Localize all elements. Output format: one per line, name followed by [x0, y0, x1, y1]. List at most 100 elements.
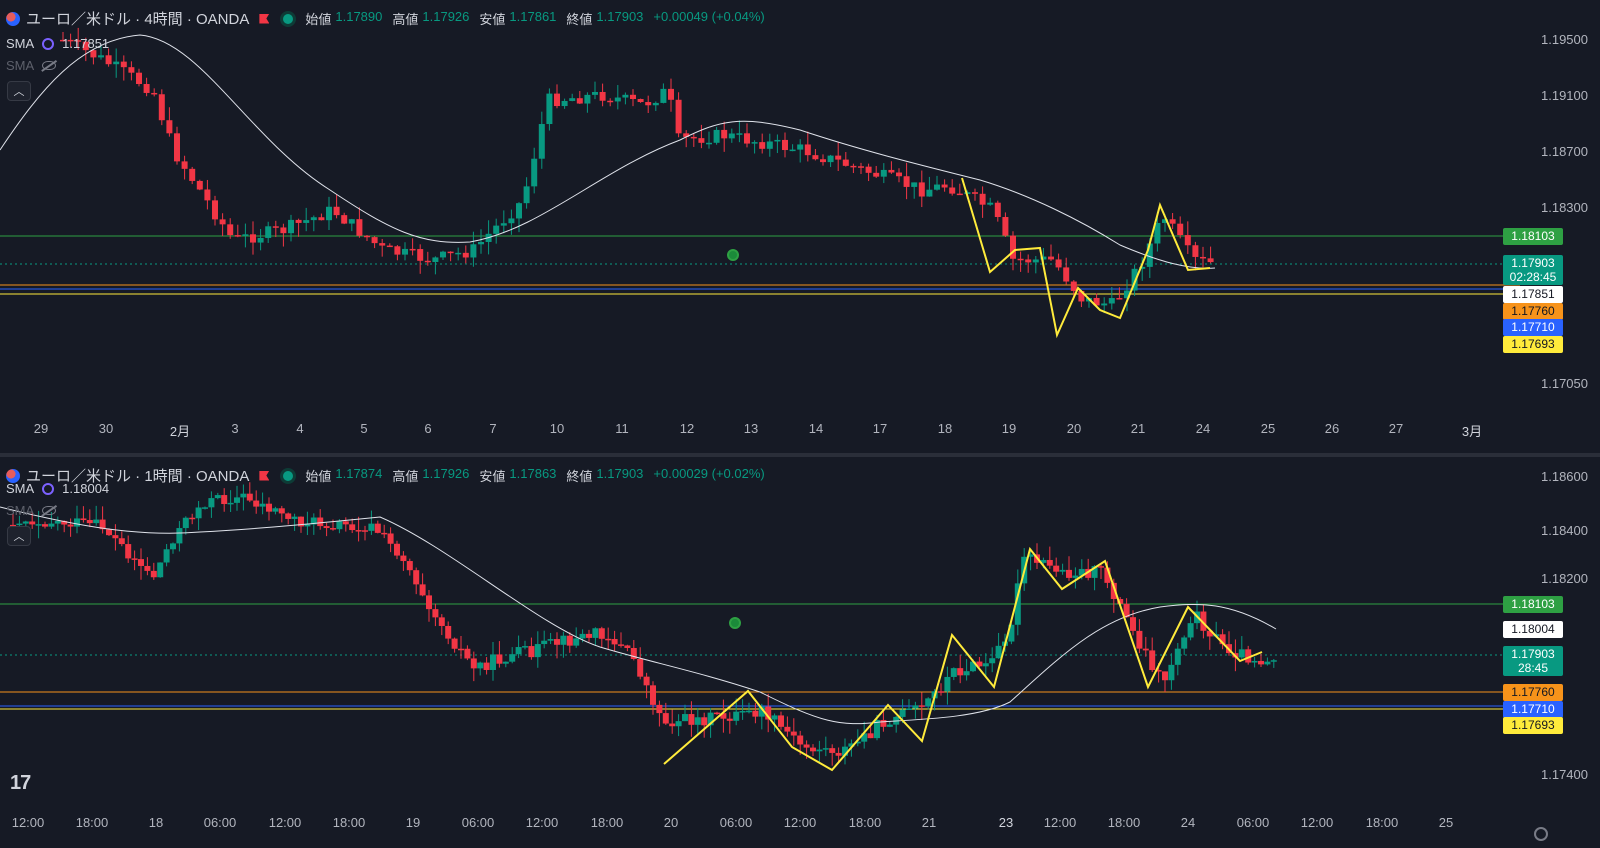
time-tick: 20 [663, 815, 679, 830]
flag-icon[interactable] [259, 470, 270, 481]
chevron-up-icon: ︿ [13, 86, 25, 98]
symbol-legend-4h: ユーロ／米ドル · 4時間 · OANDA 始値 1.17890 高値 1.1792… [6, 8, 771, 29]
green-line-price-label: 1.18103 [1503, 596, 1563, 613]
time-tick: 2月 [169, 424, 191, 439]
price-tick: 1.19500 [1541, 32, 1588, 47]
time-tick: 23 [998, 815, 1014, 830]
flag-icon[interactable] [259, 13, 270, 24]
indicator-sma-1[interactable]: SMA 1.17851 [6, 36, 110, 51]
time-tick: 24 [1195, 421, 1211, 436]
time-tick: 19 [405, 815, 421, 830]
time-tick: 27 [1388, 421, 1404, 436]
price-tick: 1.18600 [1541, 469, 1588, 484]
symbol-title[interactable]: ユーロ／米ドル · 4時間 · OANDA [26, 11, 250, 28]
blue-line-price-label: 1.17710 [1503, 319, 1563, 336]
time-tick: 12:00 [268, 815, 302, 830]
ohlc-values: 始値 1.17874 高値 1.17926 安値 1.17863 終値 1.17903 … [305, 466, 765, 484]
eurusd-flag-icon [6, 11, 20, 26]
price-tick: 1.18700 [1541, 144, 1588, 159]
time-tick: 12:00 [783, 815, 817, 830]
yellow-line-price-label: 1.17693 [1503, 717, 1563, 734]
green-line-price-label: 1.18103 [1503, 228, 1563, 245]
time-tick: 12 [679, 421, 695, 436]
time-tick: 19 [1001, 421, 1017, 436]
indicator-loading-icon [42, 37, 55, 50]
time-axis-1h[interactable]: 12:00 18:00 18 06:00 12:00 18:00 19 06:00 12:00 1… [0, 815, 1520, 837]
time-tick: 06:00 [461, 815, 495, 830]
chevron-up-icon: ︿ [13, 531, 25, 543]
time-tick: 18 [937, 421, 953, 436]
last-price-label: 1.17903 28:45 [1503, 646, 1563, 676]
time-tick: 18:00 [332, 815, 366, 830]
price-tick: 1.18400 [1541, 523, 1588, 538]
orange-line-price-label: 1.17760 [1503, 303, 1563, 320]
time-tick: 06:00 [719, 815, 753, 830]
eurusd-flag-icon [6, 468, 20, 483]
price-axis-4h[interactable]: 1.19500 1.19100 1.18700 1.18300 1.17050 [1520, 0, 1600, 453]
time-tick: 25 [1438, 815, 1454, 830]
time-tick: 3月 [1461, 424, 1483, 439]
chart-pane-4h[interactable]: ユーロ／米ドル · 4時間 · OANDA 始値 1.17890 高値 1.1792… [0, 0, 1600, 453]
time-tick: 18:00 [1107, 815, 1141, 830]
time-tick: 3 [231, 421, 239, 436]
eye-off-icon[interactable] [42, 506, 57, 515]
time-tick: 18:00 [590, 815, 624, 830]
time-tick: 06:00 [203, 815, 237, 830]
collapse-legend-button[interactable]: ︿ [7, 526, 31, 546]
alarm-clock-icon[interactable] [727, 249, 739, 261]
alarm-clock-icon[interactable] [729, 617, 741, 629]
time-tick: 13 [743, 421, 759, 436]
tradingview-logo-icon[interactable]: 17 [10, 772, 31, 794]
time-tick: 20 [1066, 421, 1082, 436]
time-tick: 10 [549, 421, 565, 436]
time-tick: 12:00 [1300, 815, 1334, 830]
price-tick: 1.19100 [1541, 88, 1588, 103]
ohlc-values: 始値 1.17890 高値 1.17926 安値 1.17861 終値 1.17903 … [305, 9, 765, 27]
time-tick: 18:00 [1365, 815, 1399, 830]
time-tick: 06:00 [1236, 815, 1270, 830]
time-tick: 12:00 [11, 815, 45, 830]
time-tick: 30 [98, 421, 114, 436]
price-plot-1h[interactable] [0, 457, 1520, 847]
time-tick: 12:00 [1043, 815, 1077, 830]
time-tick: 21 [921, 815, 937, 830]
time-tick: 18:00 [75, 815, 109, 830]
symbol-title[interactable]: ユーロ／米ドル · 1時間 · OANDA [26, 468, 250, 485]
price-tick: 1.18200 [1541, 571, 1588, 586]
sma-price-label: 1.17851 [1503, 286, 1563, 303]
eye-off-icon[interactable] [42, 61, 57, 70]
time-tick: 24 [1180, 815, 1196, 830]
blue-line-price-label: 1.17710 [1503, 701, 1563, 718]
orange-line-price-label: 1.17760 [1503, 684, 1563, 701]
price-tick: 1.18300 [1541, 200, 1588, 215]
gear-icon[interactable] [1534, 827, 1548, 841]
time-tick: 11 [615, 421, 629, 436]
price-tick: 1.17050 [1541, 376, 1588, 391]
time-tick: 29 [33, 421, 49, 436]
market-open-icon [283, 13, 294, 24]
last-price-label: 1.17903 02:28:45 [1503, 255, 1563, 285]
collapse-legend-button[interactable]: ︿ [7, 81, 31, 101]
indicator-loading-icon [42, 482, 55, 495]
pane-separator[interactable] [0, 453, 1600, 456]
chart-pane-1h[interactable]: ユーロ／米ドル · 1時間 · OANDA 始値 1.17874 高値 1.1792… [0, 456, 1600, 847]
time-tick: 5 [360, 421, 368, 436]
indicator-sma-2[interactable]: SMA [6, 503, 57, 518]
time-tick: 7 [489, 421, 497, 436]
time-tick: 12:00 [525, 815, 559, 830]
time-axis-4h[interactable]: 29 30 2月 3 4 5 6 7 10 11 12 13 14 17 18 19 20 21 24 25 26 27 3… [0, 421, 1520, 443]
market-open-icon [283, 470, 294, 481]
price-plot-4h[interactable] [0, 0, 1520, 453]
price-tick: 1.17400 [1541, 767, 1588, 782]
sma-price-label: 1.18004 [1503, 621, 1563, 638]
time-tick: 6 [424, 421, 432, 436]
time-tick: 26 [1324, 421, 1340, 436]
time-tick: 17 [872, 421, 888, 436]
time-tick: 14 [808, 421, 824, 436]
yellow-line-price-label: 1.17693 [1503, 336, 1563, 353]
indicator-sma-2[interactable]: SMA [6, 58, 57, 73]
indicator-sma-1[interactable]: SMA 1.18004 [6, 481, 110, 496]
symbol-legend-1h: ユーロ／米ドル · 1時間 · OANDA 始値 1.17874 高値 1.1792… [6, 465, 771, 486]
time-tick: 25 [1260, 421, 1276, 436]
price-axis-1h[interactable]: 1.18600 1.18400 1.18200 1.17400 [1520, 457, 1600, 847]
